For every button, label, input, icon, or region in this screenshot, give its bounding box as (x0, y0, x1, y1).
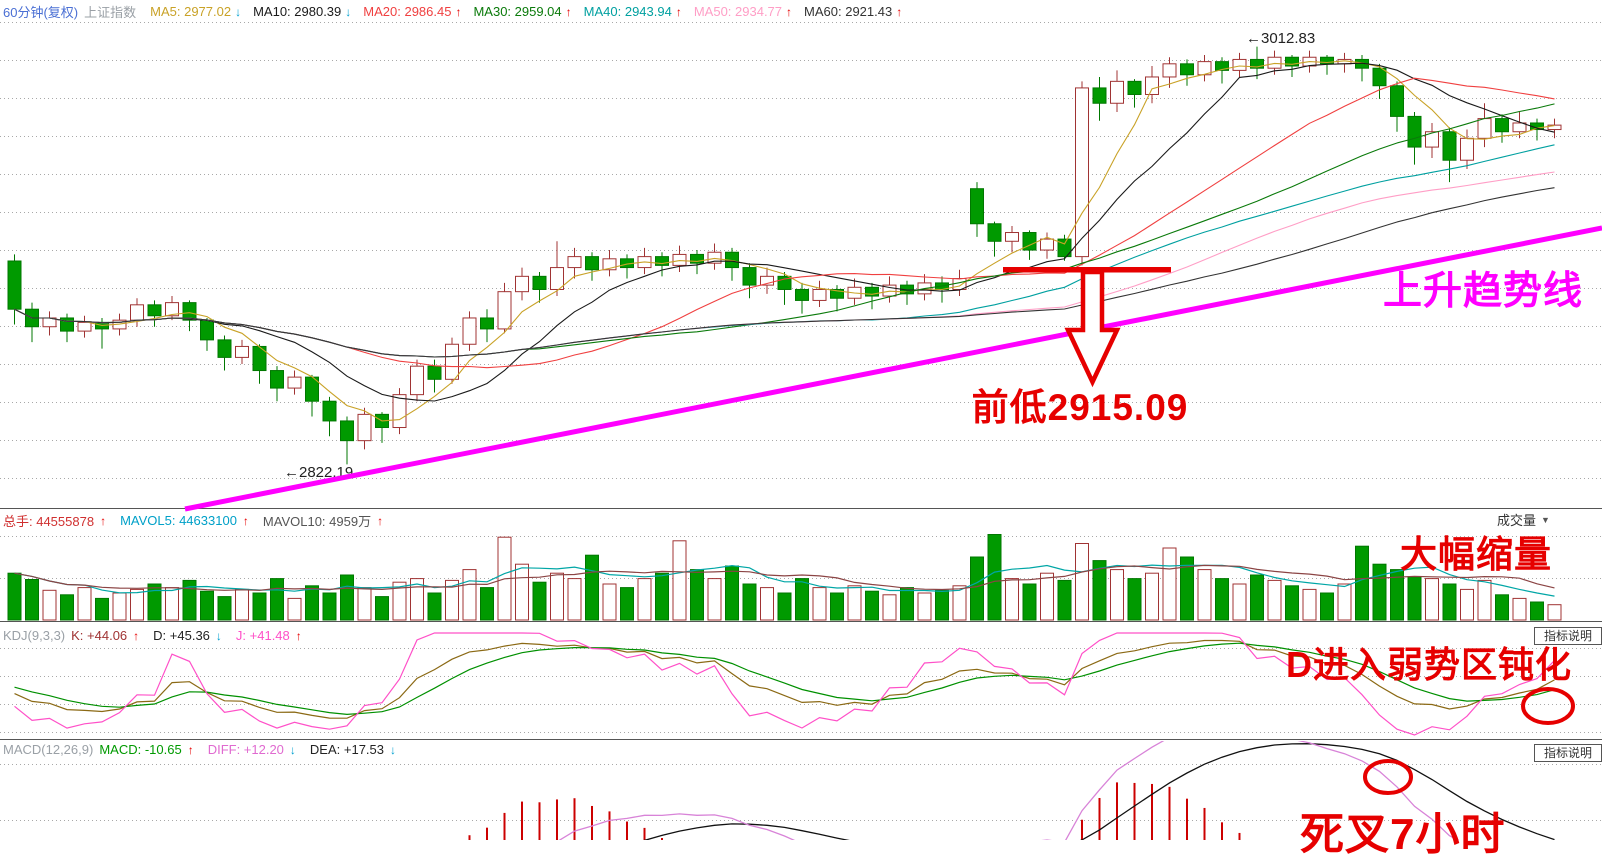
support-annotation: 前低2915.09 (971, 387, 1189, 428)
down-arrow-icon: ↓ (215, 628, 222, 643)
up-arrow-icon: ↑ (455, 4, 462, 19)
kdj-d-value: D: +45.36 (153, 628, 210, 643)
macd-diff-value: DIFF: +12.20 (207, 742, 284, 757)
kdj-annotation: D进入弱势区钝化 (1286, 644, 1572, 685)
up-arrow-icon: ↑ (100, 513, 107, 528)
down-arrow-icon: ↓ (345, 4, 352, 19)
trendline-annotation: 上升趋势线 (1383, 270, 1584, 313)
high-price-label: ←3012.83 (1246, 30, 1316, 47)
kdj-info-button[interactable]: 指标说明 (1534, 627, 1602, 645)
ma-value: MA50: 2934.77 (693, 4, 783, 19)
death-cross-annotation: 死叉7小时 (1300, 810, 1506, 859)
up-arrow-icon: ↑ (565, 4, 572, 19)
up-arrow-icon: ↑ (242, 513, 249, 528)
gridlines (0, 22, 1602, 821)
total-volume-value: 总手: 44555878 (3, 514, 95, 529)
ma-value: MA20: 2986.45 (363, 4, 452, 19)
index-name: 上证指数 (84, 5, 137, 20)
kdj-k-value: K: +44.06 (71, 628, 128, 643)
down-arrow-icon: ↓ (235, 4, 242, 19)
down-arrow-icon: ↓ (390, 742, 396, 757)
macd-dea-value: DEA: +17.53 (309, 742, 384, 757)
candles-layer (7, 46, 1562, 465)
macd-info-button[interactable]: 指标说明 (1534, 744, 1602, 762)
ma-value: MA10: 2980.39 (253, 4, 342, 19)
kdj-lines-layer (14, 632, 1555, 736)
pane-title: 成交量 (1497, 513, 1537, 528)
ma-value: MA30: 2959.04 (473, 4, 562, 19)
up-arrow-icon: ↑ (786, 4, 793, 19)
up-arrow-icon: ↑ (675, 4, 682, 19)
kdj-pane-header: KDJ(9,3,3) K: +44.06 ↑ D: +45.36 ↓ J: +4… (3, 628, 308, 643)
ma-value: MA60: 2921.43 (804, 4, 893, 19)
ma-list: MA5: 2977.02 ↓ MA10: 2980.39 ↓ MA20: 2986.45… (150, 4, 914, 19)
up-arrow-icon: ↑ (896, 4, 903, 19)
period-label: 60分钟(复权) (3, 5, 79, 20)
macd-pane-header: MACD(12,26,9) MACD: -10.65 ↑ DIFF: +12.2… (3, 742, 402, 757)
up-arrow-icon: ↑ (187, 742, 194, 757)
ma-value: MA5: 2977.02 (150, 4, 232, 19)
up-arrow-icon: ↑ (133, 628, 140, 643)
support-annotation-shapes (1003, 267, 1171, 388)
volume-bars-layer (7, 534, 1562, 621)
kdj-indicator-name: KDJ(9,3,3) (3, 628, 66, 643)
mavol10-value: MAVOL10: 4959万 (262, 514, 372, 529)
chevron-down-icon: ▼ (1541, 514, 1550, 525)
death-cross-circle-marker (1363, 759, 1413, 795)
macd-value: MACD: -10.65 (99, 742, 182, 757)
down-arrow-icon: ↓ (289, 742, 296, 757)
chart-canvas (0, 22, 1602, 840)
pane-borders (0, 508, 1602, 740)
mavol5-value: MAVOL5: 44633100 (120, 513, 237, 528)
up-arrow-icon: ↑ (377, 513, 384, 528)
volume-pane-selector[interactable]: 成交量 ▼ (1497, 510, 1550, 529)
volume-pane-header: 总手: 44555878 ↑ MAVOL5: 44633100 ↑ MAVOL1… (3, 511, 389, 530)
kdj-circle-marker (1521, 687, 1575, 725)
ma-lines-layer (14, 60, 1555, 422)
macd-indicator-name: MACD(12,26,9) (3, 742, 94, 757)
uptrend-line (184, 225, 1602, 512)
ma-value: MA40: 2943.94 (583, 4, 672, 19)
kdj-j-value: J: +41.48 (235, 628, 290, 643)
up-arrow-icon: ↑ (295, 628, 302, 643)
main-chart-header: 60分钟(复权) 上证指数 MA5: 2977.02 ↓ MA10: 2980.39… (3, 2, 920, 21)
volume-shrink-annotation: 大幅缩量 (1400, 534, 1552, 575)
